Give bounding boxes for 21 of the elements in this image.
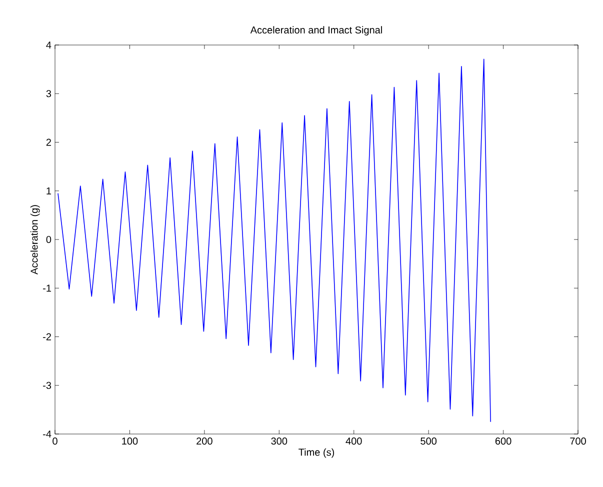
x-axis-title: Time (s) [298, 448, 334, 458]
y-tick-label: 1 [46, 187, 51, 194]
y-tick-label: 4 [46, 42, 52, 48]
x-tick-label: 500 [420, 438, 437, 445]
x-tick-label: 0 [52, 438, 58, 445]
y-tick-label: -2 [43, 333, 51, 340]
x-tick-label: 200 [196, 438, 212, 445]
y-tick-label: 0 [46, 236, 52, 244]
x-tick-label: 600 [495, 438, 512, 445]
x-tick-label: 100 [122, 438, 138, 445]
x-tick-label: 300 [271, 438, 288, 445]
y-tick-label: -3 [43, 382, 52, 389]
line-series [58, 58, 491, 422]
y-tick-label: -4 [43, 430, 52, 438]
x-tick-label: 700 [570, 438, 586, 445]
chart-title: Acceleration and Imact Signal [250, 26, 382, 36]
y-tick-label: -1 [43, 284, 51, 292]
x-tick-label: 400 [346, 438, 362, 445]
y-tick-label: 3 [46, 90, 52, 98]
y-axis-title: Acceleration (g) [30, 205, 40, 274]
y-tick-label: 2 [46, 138, 51, 146]
